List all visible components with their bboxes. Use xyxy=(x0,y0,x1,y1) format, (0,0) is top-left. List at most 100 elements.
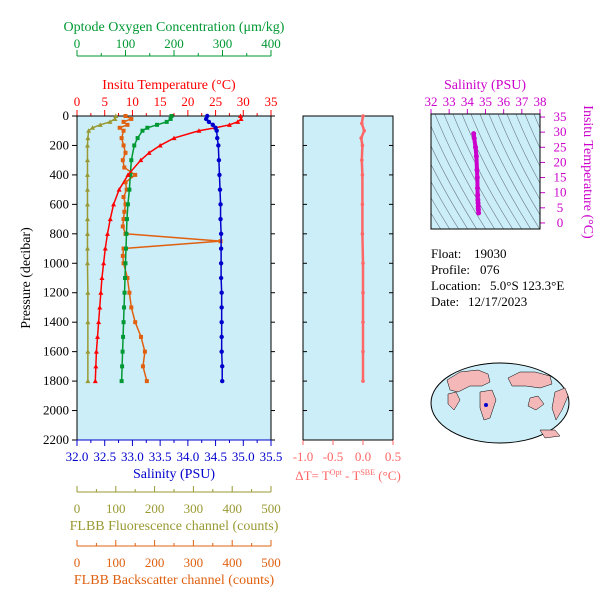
fluorescence-axis-tick-label: 400 xyxy=(222,501,242,516)
delta-t-point xyxy=(360,173,365,177)
oxygen-axis-label: Optode Oxygen Concentration (μm/kg) xyxy=(64,20,285,35)
temperature-point xyxy=(111,201,117,207)
ts-point xyxy=(473,144,479,150)
temperature-point xyxy=(235,119,241,124)
delta-t-tick-label: -1.0 xyxy=(293,449,314,464)
ts-salinity-axis-label: Salinity (PSU) xyxy=(444,78,526,93)
temperature-point xyxy=(98,290,104,295)
salinity-axis: 32.0 32.5 33.0 33.5 34.0 34.5 35.0 35.5 xyxy=(66,439,282,464)
ts-salinity-tick-label: 36 xyxy=(497,94,511,109)
backscatter-point xyxy=(121,195,126,199)
density-contour xyxy=(434,114,496,229)
fluorescence-point xyxy=(85,378,91,384)
salinity-point xyxy=(218,216,223,222)
backscatter-point xyxy=(129,116,134,121)
oxygen-point xyxy=(129,158,134,163)
salinity-point xyxy=(220,364,225,369)
temperature-point xyxy=(96,319,102,325)
ts-temperature-tick-label: 15 xyxy=(554,170,567,185)
oxygen-point xyxy=(123,246,128,251)
salinity-point xyxy=(203,116,209,122)
fluorescence-point xyxy=(85,135,91,141)
temperature-axis-tick-label: 15 xyxy=(154,94,167,109)
salinity-point xyxy=(217,187,223,192)
density-contour xyxy=(431,212,442,229)
ts-point xyxy=(475,185,481,191)
world-map xyxy=(430,362,570,444)
float-location-marker xyxy=(484,403,488,407)
density-contour xyxy=(431,125,487,229)
temperature-point xyxy=(226,122,232,127)
density-contour xyxy=(524,114,540,149)
backscatter-point xyxy=(129,305,134,310)
oxygen-point xyxy=(121,334,126,339)
backscatter-point xyxy=(120,224,125,229)
delta-t-tick-label: -0.5 xyxy=(323,449,344,464)
backscatter-point xyxy=(123,114,128,118)
backscatter-point xyxy=(123,180,128,185)
temperature-point xyxy=(93,363,99,369)
fluorescence-point xyxy=(84,260,90,266)
fluorescence-point xyxy=(84,157,90,163)
pressure-tick-label: 1800 xyxy=(43,373,69,388)
float-info: Float: 19030 Profile: 076 Location: 5.0°… xyxy=(431,246,564,309)
temperature-axis-tick-label: 25 xyxy=(209,94,222,109)
density-contour xyxy=(488,114,540,216)
salinity-point xyxy=(219,290,224,295)
ts-temperature-tick-label: 35 xyxy=(554,109,567,124)
backscatter-point xyxy=(121,217,126,222)
backscatter-point xyxy=(142,349,147,354)
pressure-tick-label: 400 xyxy=(50,167,70,182)
temperature-point xyxy=(171,135,177,141)
delta-t-point xyxy=(361,261,365,266)
backscatter-point xyxy=(119,136,124,141)
salinity-point xyxy=(219,319,224,325)
temperature-point xyxy=(99,275,105,280)
pressure-tick-label: 200 xyxy=(50,137,70,152)
oxygen-point xyxy=(128,172,133,177)
fluorescence-point xyxy=(84,201,90,207)
temperature-axis-tick-label: 30 xyxy=(237,94,250,109)
ts-plot-area xyxy=(430,113,541,230)
fluorescence-point xyxy=(85,290,91,295)
temperature-point xyxy=(125,172,131,177)
density-contours xyxy=(431,114,540,229)
backscatter-point xyxy=(121,246,126,251)
fluorescence-point xyxy=(84,172,90,177)
salinity-point xyxy=(219,305,224,310)
density-contour xyxy=(443,114,505,229)
backscatter-axis-tick-label: 0 xyxy=(74,555,81,570)
backscatter-axis-label: FLBB Backscatter channel (counts) xyxy=(74,573,275,588)
ts-point xyxy=(475,192,481,198)
salinity-axis-tick-label: 33.0 xyxy=(121,449,144,464)
ts-temperature-tick-label: 20 xyxy=(554,154,567,169)
location-label: Location: xyxy=(431,278,481,293)
pressure-axis-label: Pressure (decibar) xyxy=(19,227,34,329)
ts-salinity-tick-label: 35 xyxy=(479,94,492,109)
salinity-point xyxy=(220,378,225,384)
profile-value: 076 xyxy=(480,262,500,277)
ts-salinity-tick-label: 37 xyxy=(515,94,529,109)
delta-t-point xyxy=(360,232,365,236)
density-contour xyxy=(431,197,451,229)
delta-t-plot-area xyxy=(302,115,394,441)
density-contour xyxy=(506,114,540,185)
salinity-axis-label: Salinity (PSU) xyxy=(133,467,215,482)
salinity-point xyxy=(215,135,220,141)
delta-t-point xyxy=(361,114,365,118)
backscatter-point xyxy=(125,122,130,127)
salinity-axis-tick-label: 33.5 xyxy=(149,449,172,464)
temperature-point xyxy=(157,142,163,148)
fluorescence-axis-label: FLBB Fluorescence channel (counts) xyxy=(70,519,279,534)
oxygen-point xyxy=(120,364,125,369)
ts-point xyxy=(474,167,480,173)
fluorescence-axis: 0 100 200 300 400 500 xyxy=(74,486,281,516)
fluorescence-point xyxy=(107,119,113,124)
backscatter-point xyxy=(121,143,126,148)
salinity-point xyxy=(218,246,224,251)
oxygen-point xyxy=(164,119,169,124)
backscatter-axis-tick-label: 400 xyxy=(222,555,242,570)
oxygen-axis-tick-label: 100 xyxy=(116,36,136,51)
